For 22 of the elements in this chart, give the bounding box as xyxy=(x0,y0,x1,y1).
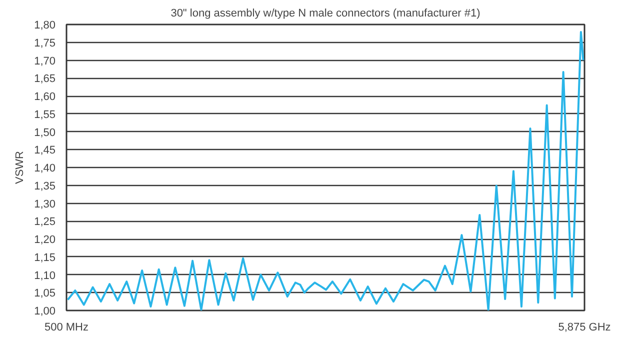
y-tick-label: 1,00 xyxy=(34,306,56,318)
y-tick-label: 1,15 xyxy=(34,252,56,264)
y-tick-label: 1,50 xyxy=(34,126,56,139)
y-tick-label: 1,70 xyxy=(34,55,56,68)
y-tick-label: 1,60 xyxy=(34,91,56,103)
y-tick-label: 1,40 xyxy=(34,162,56,174)
y-tick-label: 1,20 xyxy=(34,234,56,246)
y-tick-label: 1,65 xyxy=(34,73,56,86)
y-tick-label: 1,05 xyxy=(34,288,56,300)
x-tick-label: 5,875 GHz xyxy=(558,322,611,334)
y-axis-title: VSWR xyxy=(14,150,26,184)
line-series xyxy=(66,31,584,310)
x-tick-label: 500 MHz xyxy=(44,322,89,334)
chart-title: 30" long assembly w/type N male connectors (manufacturer #1) xyxy=(170,8,480,20)
y-tick-label: 1,80 xyxy=(34,20,56,32)
y-tick-label: 1,30 xyxy=(34,198,56,210)
y-tick-label: 1,45 xyxy=(34,144,56,157)
y-tick-label: 1,10 xyxy=(34,270,56,282)
y-tick-label: 1,35 xyxy=(34,180,56,192)
y-tick-label: 1,25 xyxy=(34,216,56,228)
y-tick-label: 1,55 xyxy=(34,108,56,121)
y-tick-label: 1,75 xyxy=(34,37,56,50)
